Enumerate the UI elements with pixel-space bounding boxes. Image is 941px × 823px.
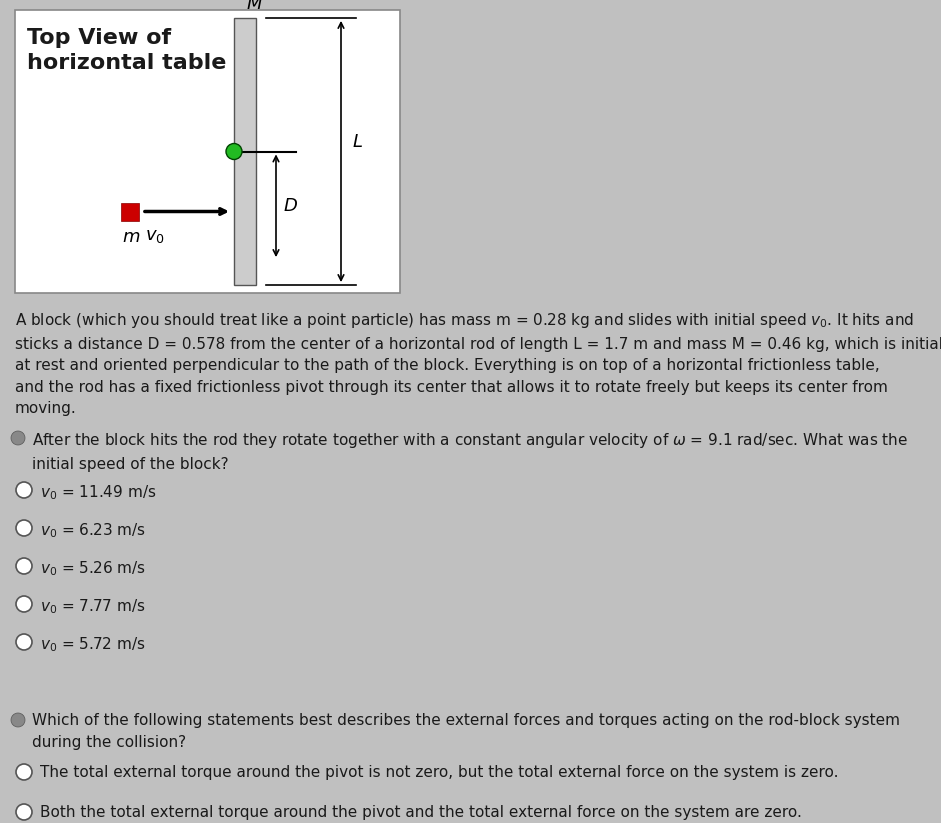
Text: A block (which you should treat like a point particle) has mass m = 0.28 kg and : A block (which you should treat like a p… — [15, 311, 941, 416]
Circle shape — [16, 520, 32, 536]
Circle shape — [16, 764, 32, 780]
Text: The total external torque around the pivot is not zero, but the total external f: The total external torque around the piv… — [40, 765, 838, 780]
Text: L: L — [353, 133, 363, 151]
Text: D: D — [284, 197, 298, 215]
Text: $v_0$: $v_0$ — [145, 226, 165, 244]
Text: $v_0$ = 11.49 m/s: $v_0$ = 11.49 m/s — [40, 483, 156, 502]
Bar — [121, 202, 139, 221]
Text: Both the total external torque around the pivot and the total external force on : Both the total external torque around th… — [40, 805, 802, 820]
Circle shape — [16, 558, 32, 574]
Circle shape — [16, 634, 32, 650]
Text: $v_0$ = 6.23 m/s: $v_0$ = 6.23 m/s — [40, 521, 146, 540]
Circle shape — [16, 596, 32, 612]
Circle shape — [16, 804, 32, 820]
Circle shape — [16, 482, 32, 498]
Circle shape — [11, 431, 25, 445]
Text: $m$: $m$ — [122, 227, 140, 245]
Circle shape — [226, 143, 242, 160]
Text: $v_0$ = 7.77 m/s: $v_0$ = 7.77 m/s — [40, 597, 145, 616]
Text: After the block hits the rod they rotate together with a constant angular veloci: After the block hits the rod they rotate… — [32, 431, 908, 472]
Bar — [234, 18, 256, 285]
Text: M: M — [247, 0, 263, 13]
Text: Top View of
horizontal table: Top View of horizontal table — [27, 28, 227, 72]
Circle shape — [11, 713, 25, 727]
Text: $v_0$ = 5.72 m/s: $v_0$ = 5.72 m/s — [40, 635, 146, 653]
Text: Which of the following statements best describes the external forces and torques: Which of the following statements best d… — [32, 713, 900, 750]
Bar — [15, 10, 400, 293]
Text: $v_0$ = 5.26 m/s: $v_0$ = 5.26 m/s — [40, 559, 146, 578]
